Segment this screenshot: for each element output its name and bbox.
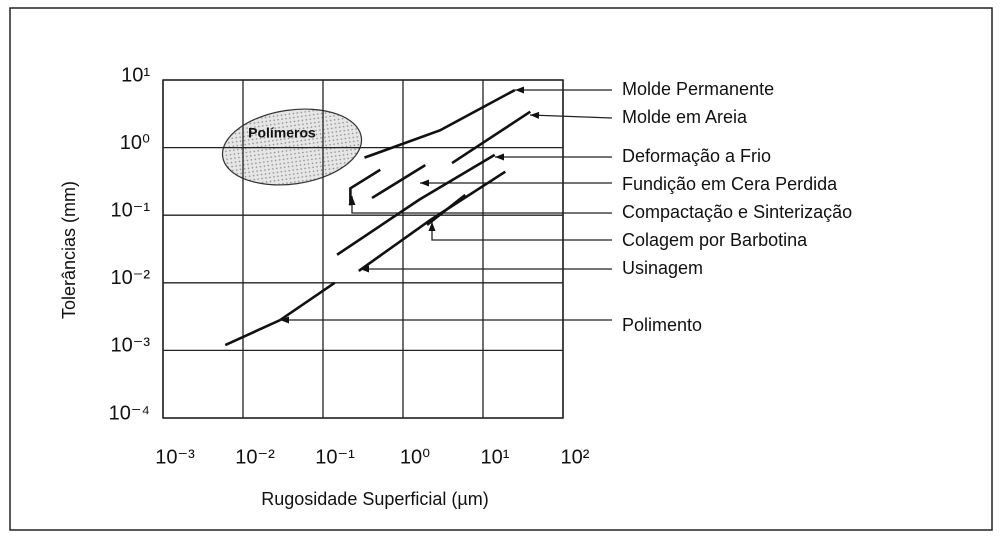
- arrowhead: [530, 111, 540, 119]
- series-label: Usinagem: [622, 258, 703, 278]
- y-tick-label: 10⁰: [120, 132, 150, 154]
- series-label: Compactação e Sinterização: [622, 202, 852, 222]
- series-line: [224, 281, 336, 347]
- series-label: Deformação a Frio: [622, 146, 771, 166]
- arrowhead: [280, 316, 289, 324]
- series-line: [349, 168, 381, 206]
- x-tick-label: 10¹: [481, 446, 510, 468]
- arrowhead: [495, 153, 504, 161]
- x-tick-label: 10⁻¹: [315, 446, 355, 468]
- arrowhead: [428, 222, 436, 231]
- y-axis-label: Tolerâncias (mm): [59, 181, 79, 319]
- x-tick-label: 10⁻³: [155, 446, 195, 468]
- series-line: [364, 88, 516, 159]
- y-tick-label: 10⁻³: [111, 335, 151, 357]
- y-tick-label: 10¹: [121, 64, 150, 86]
- y-tick-label: 10⁻⁴: [109, 402, 150, 424]
- arrowhead: [360, 265, 369, 273]
- series-line: [336, 153, 496, 256]
- x-axis-label: Rugosidade Superficial (µm): [261, 489, 488, 509]
- arrowhead: [348, 196, 356, 205]
- series-label: Polimento: [622, 315, 702, 335]
- series-label: Colagem por Barbotina: [622, 230, 808, 250]
- series-label: Molde Permanente: [622, 79, 774, 99]
- x-tick-label: 10²: [561, 446, 590, 468]
- y-tick-label: 10⁻²: [111, 267, 151, 289]
- leader-line: [529, 114, 613, 119]
- y-tick-label: 10⁻¹: [111, 199, 151, 221]
- leader-line: [431, 222, 612, 241]
- series-line: [451, 110, 531, 165]
- leader-line: [351, 196, 612, 214]
- series-label: Molde em Areia: [622, 107, 748, 127]
- arrowhead: [420, 179, 429, 187]
- series-label: Fundição em Cera Perdida: [622, 174, 838, 194]
- series-line: [371, 164, 426, 200]
- region-label: Polímeros: [248, 125, 316, 141]
- series-line: [358, 170, 507, 272]
- arrowhead: [515, 86, 524, 94]
- frame: [9, 7, 993, 531]
- x-tick-label: 10⁻²: [235, 446, 275, 468]
- x-tick-label: 10⁰: [400, 446, 430, 468]
